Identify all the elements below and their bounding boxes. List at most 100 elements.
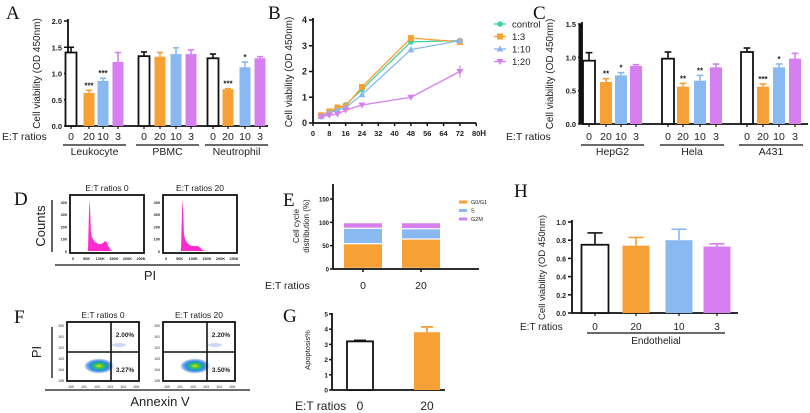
x-tick-label: 100 bbox=[164, 385, 170, 389]
y-tick-label: 103 bbox=[154, 357, 160, 361]
x-tick-label: 0 bbox=[210, 131, 216, 143]
legend-label: 1:3 bbox=[512, 32, 525, 43]
bar-neutrophil-0 bbox=[206, 57, 220, 127]
x-tick-label: 64 bbox=[439, 129, 448, 138]
x-tick-label: 3 bbox=[792, 131, 798, 143]
cell-population-cluster bbox=[179, 358, 211, 374]
x-axis-label: E:T ratios bbox=[2, 131, 47, 143]
bar-leukocyte-10 bbox=[97, 80, 109, 126]
x-tick-label: 0 bbox=[165, 257, 167, 261]
bar-hela-0 bbox=[661, 57, 675, 125]
x-tick-label: 3 bbox=[633, 131, 639, 143]
legend-label: 1:10 bbox=[512, 45, 531, 56]
y-axis-label: Cell viability (OD 450nm) bbox=[284, 17, 295, 128]
data-point-1:20 bbox=[342, 107, 350, 114]
x-axis-label: E:T ratios bbox=[265, 280, 310, 292]
y-tick-label: 1.5 bbox=[52, 43, 62, 52]
x-tick-label: 0 bbox=[744, 131, 750, 143]
x-tick-label: 24 bbox=[358, 129, 367, 138]
apoptotic-cells-scatter bbox=[208, 343, 222, 347]
x-tick-label: 200K bbox=[123, 257, 132, 261]
bar-neutrophil-20 bbox=[222, 89, 234, 126]
y-tick-label: 200 bbox=[154, 225, 160, 229]
group-label: Neutrophil bbox=[213, 146, 261, 158]
data-point-1:10 bbox=[358, 91, 366, 98]
y-axis-label: Cell viability (OD 450nm) bbox=[32, 18, 43, 129]
x-tick-label: 100K bbox=[189, 257, 198, 261]
x-tick-label: 20 bbox=[222, 131, 234, 143]
x-tick-label: 0 bbox=[592, 322, 598, 333]
y-tick-label: 1 bbox=[324, 372, 328, 379]
x-tick-label: 0 bbox=[357, 399, 364, 413]
x-tick-label: 105 bbox=[229, 385, 235, 389]
apoptotic-cells-scatter bbox=[112, 343, 126, 347]
x-tick-label: 10 bbox=[773, 131, 785, 143]
y-tick-label: 1 bbox=[302, 92, 307, 102]
bar-endothelial-20 bbox=[622, 245, 650, 313]
y-tick-label: 400 bbox=[154, 201, 160, 205]
x-tick-label: 20 bbox=[757, 131, 769, 143]
y-tick-label: 0 bbox=[65, 250, 67, 254]
y-tick-label: 105 bbox=[58, 379, 64, 383]
stacked-segment-S-0 bbox=[344, 228, 382, 244]
x-tick-label: 10 bbox=[239, 131, 251, 143]
significance-stars: *** bbox=[84, 81, 94, 90]
bar-a431-20 bbox=[757, 86, 769, 124]
bar-endothelial-10 bbox=[665, 240, 693, 313]
y-tick-label: 101 bbox=[154, 335, 160, 339]
significance-stars: ** bbox=[697, 66, 704, 75]
x-tick-label: 150K bbox=[202, 257, 211, 261]
y-tick-label: 400 bbox=[61, 201, 67, 205]
legend-label: control bbox=[512, 20, 541, 31]
x-tick-label: 3 bbox=[115, 131, 121, 143]
bar-leukocyte-3 bbox=[112, 61, 124, 127]
y-tick-label: 4 bbox=[302, 15, 307, 25]
y-tick-label: 5 bbox=[324, 312, 328, 319]
stacked-segment-G0G1-20 bbox=[402, 239, 440, 268]
y-tick-label: 200 bbox=[61, 225, 67, 229]
bar-a431-10 bbox=[773, 67, 785, 124]
x-axis-label: PI bbox=[144, 268, 156, 283]
x-tick-label: 102 bbox=[190, 385, 196, 389]
x-tick-label: 10 bbox=[170, 131, 182, 143]
series-line-1:10 bbox=[320, 39, 460, 118]
legend-label: 1:20 bbox=[512, 57, 531, 68]
bar-hepg2-0 bbox=[582, 59, 596, 125]
x-tick-label: 10 bbox=[694, 131, 706, 143]
x-tick-label: 3 bbox=[188, 131, 194, 143]
data-point-1:20 bbox=[325, 112, 333, 119]
bar-hepg2-20 bbox=[600, 82, 612, 124]
legend-label: G0/G1 bbox=[471, 200, 487, 206]
bar-neutrophil-3 bbox=[254, 58, 266, 126]
y-tick-label: 100 bbox=[154, 238, 160, 242]
x-tick-label: 20 bbox=[154, 131, 166, 143]
legend-label: S bbox=[471, 209, 475, 215]
y-tick-label: 0.0 bbox=[52, 122, 62, 131]
panel-label-a: A bbox=[6, 3, 20, 24]
x-tick-label: 20 bbox=[630, 322, 642, 333]
bar-leukocyte-20 bbox=[83, 92, 95, 126]
x-tick-label: 250K bbox=[229, 257, 238, 261]
y-tick-label: 102 bbox=[154, 346, 160, 350]
y-axis-label: Counts bbox=[33, 205, 48, 247]
x-tick-label: 20 bbox=[420, 399, 434, 413]
panel-label-b: B bbox=[268, 3, 281, 24]
dot-plot-title: E:T ratios 0 bbox=[81, 310, 125, 320]
stacked-segment-S-20 bbox=[402, 229, 440, 239]
y-axis-label: Cell viability (OD 450nm) bbox=[537, 215, 548, 320]
y-tick-label: 50 bbox=[322, 244, 329, 250]
significance-stars: ** bbox=[603, 70, 610, 79]
data-point-1:20 bbox=[333, 111, 341, 118]
x-tick-label: 104 bbox=[216, 385, 222, 389]
x-tick-label: 150K bbox=[109, 257, 118, 261]
bar-endothelial-0 bbox=[580, 243, 610, 314]
data-point-1:10 bbox=[333, 106, 341, 113]
y-tick-label: 0.6 bbox=[556, 256, 566, 263]
x-axis-label: Annexin V bbox=[130, 394, 190, 409]
y-tick-label: 0.8 bbox=[556, 238, 566, 245]
y-tick-label: 101 bbox=[58, 335, 64, 339]
x-tick-label: 0 bbox=[68, 131, 74, 143]
y-tick-label: 0.5 bbox=[52, 96, 62, 105]
y-tick-label: 0 bbox=[326, 268, 330, 274]
